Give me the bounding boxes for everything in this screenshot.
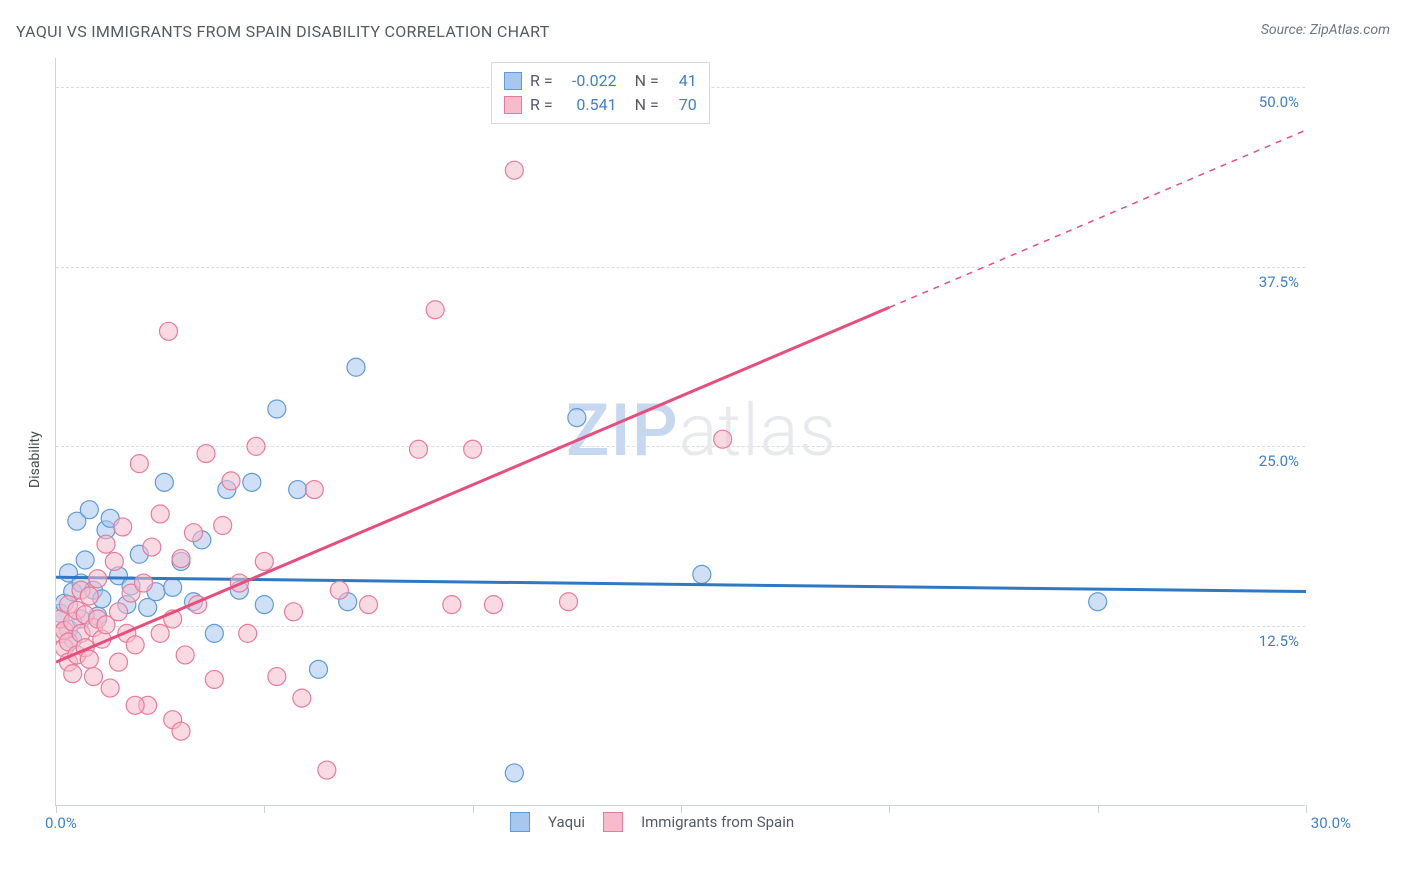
data-point [135,574,153,592]
data-point [85,668,103,686]
x-tick [1098,805,1099,813]
x-tick [473,805,474,813]
data-point [464,440,482,458]
data-point [172,722,190,740]
data-point [176,646,194,664]
stat-row: R = 0.541 N = 70 [504,93,697,117]
x-tick [56,805,57,813]
correlation-stat-box: R = -0.022 N = 41 R = 0.541 N = 70 [491,62,710,124]
data-point [714,430,732,448]
data-point [443,596,461,614]
data-point [172,550,190,568]
legend-label: Yaqui [548,813,585,831]
legend-swatch [510,812,530,832]
data-point [105,552,123,570]
series-swatch [504,72,522,90]
series-swatch [504,96,522,114]
data-point [151,505,169,523]
data-point [289,481,307,499]
data-point [693,565,711,583]
stat-n-label: N = [635,69,659,93]
data-point [285,603,303,621]
data-point [114,518,132,536]
stat-n-label: N = [635,93,659,117]
data-point [410,440,428,458]
plot-area: 12.5%25.0%37.5%50.0% ZIPatlas R =-0.022N… [55,58,1305,806]
data-point [197,445,215,463]
data-point [560,593,578,611]
data-point [360,596,378,614]
data-point [330,581,348,599]
stat-r-value: 0.541 [561,93,617,117]
x-axis-min-label: 0.0% [45,814,77,832]
data-point [347,358,365,376]
stat-row: R = -0.022 N = 41 [504,69,697,93]
x-tick [889,805,890,813]
x-axis-max-label: 30.0% [1311,814,1351,832]
data-point [80,587,98,605]
x-tick [264,805,265,813]
data-point [505,161,523,179]
chart-title: YAQUI VS IMMIGRANTS FROM SPAIN DISABILIT… [16,22,550,41]
data-point [247,437,265,455]
chart-source: Source: ZipAtlas.com [1261,22,1390,38]
data-point [505,764,523,782]
stat-n-value: 41 [667,69,697,93]
legend-label: Immigrants from Spain [641,813,794,831]
data-point [164,578,182,596]
data-point [151,624,169,642]
data-point [130,455,148,473]
data-point [110,603,128,621]
data-point [255,596,273,614]
data-point [205,670,223,688]
data-point [155,473,173,491]
data-point [80,501,98,519]
legend-swatch [603,812,623,832]
data-point [139,598,157,616]
data-point [568,409,586,427]
data-point [305,481,323,499]
data-point [485,596,503,614]
data-point [126,636,144,654]
trend-line-extrapolated [889,130,1306,307]
data-point [318,761,336,779]
stat-r-value: -0.022 [561,69,617,93]
y-axis-title: Disability [27,431,43,488]
data-point [310,660,328,678]
data-point [143,538,161,556]
data-point [222,472,240,490]
chart-svg [56,58,1306,806]
data-point [110,653,128,671]
data-point [160,322,178,340]
data-point [426,301,444,319]
data-point [293,689,311,707]
data-point [97,535,115,553]
data-point [76,551,94,569]
x-tick [1306,805,1307,813]
data-point [205,624,223,642]
data-point [268,668,286,686]
data-point [101,679,119,697]
data-point [64,665,82,683]
chart-container: Disability 12.5%25.0%37.5%50.0% ZIPatlas… [45,58,1385,830]
data-point [1089,593,1107,611]
stat-r-label: R = [530,93,553,117]
data-point [243,473,261,491]
data-point [255,552,273,570]
data-point [214,517,232,535]
trend-line [56,307,889,662]
data-point [185,524,203,542]
data-point [89,570,107,588]
data-point [239,624,257,642]
data-point [80,650,98,668]
data-point [126,696,144,714]
legend-bottom: Yaqui Immigrants from Spain [510,812,794,832]
data-point [268,400,286,418]
stat-r-label: R = [530,69,553,93]
stat-n-value: 70 [667,93,697,117]
